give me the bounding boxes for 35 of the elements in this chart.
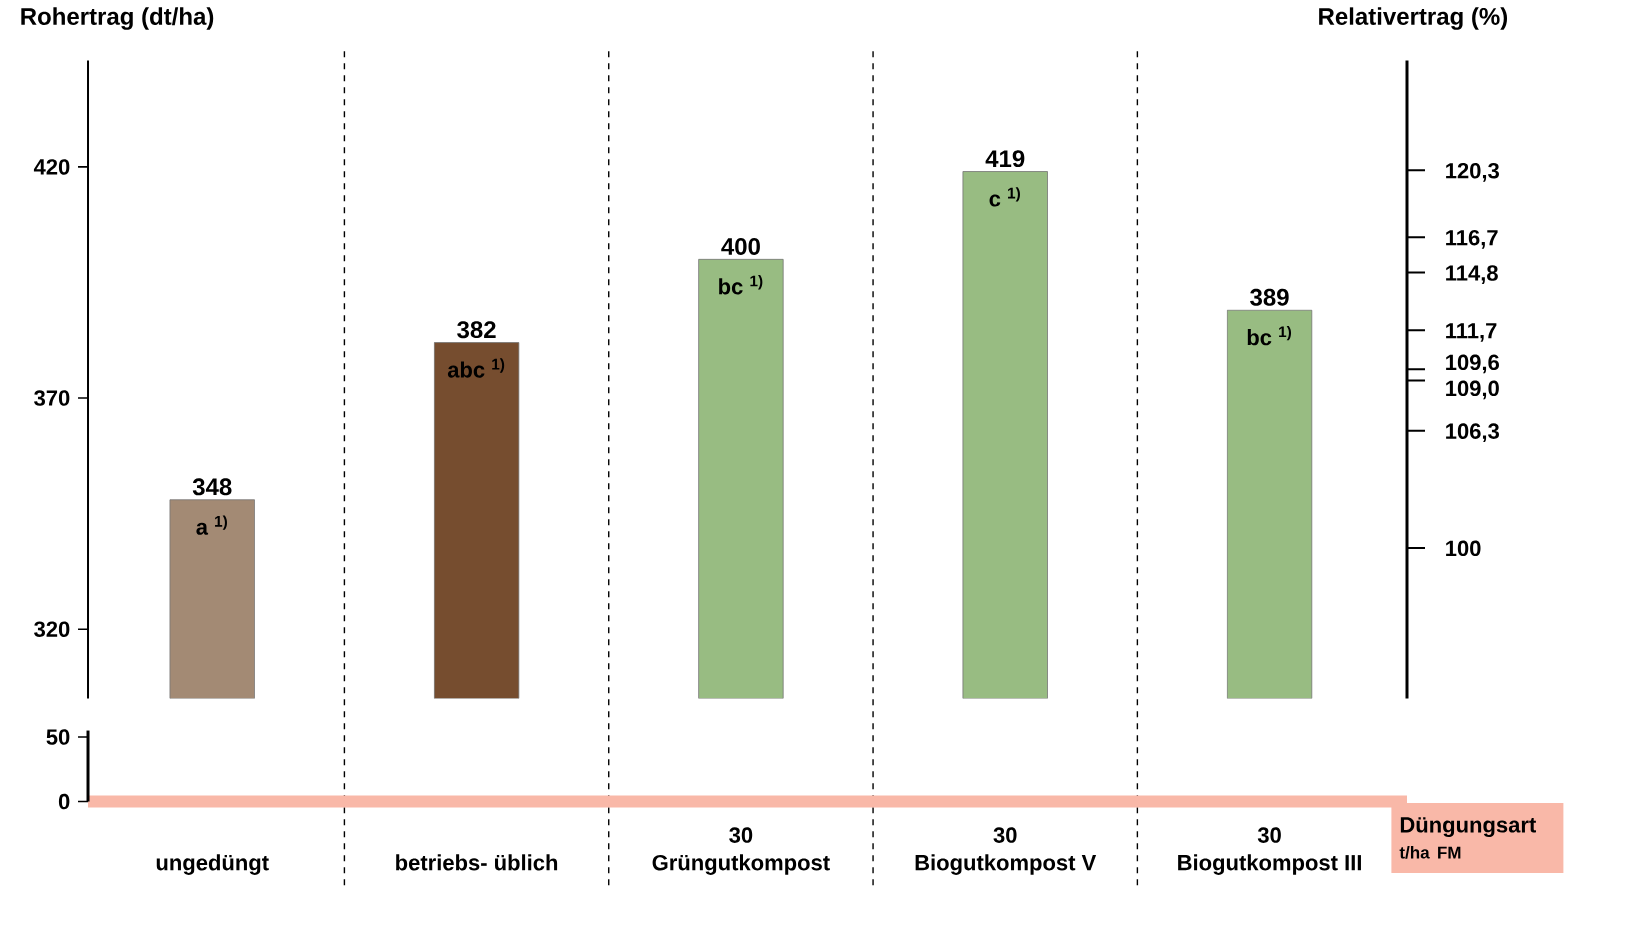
data-label: 389 bbox=[1250, 289, 1289, 307]
x-tick-label: 30 bbox=[729, 827, 753, 844]
y2-tick-label: 114,8 bbox=[1446, 265, 1498, 285]
x-tick-label: Biogutkompost V bbox=[915, 854, 1097, 876]
y-tick-label: 320 bbox=[34, 621, 70, 638]
y2-tick-label: 116,7 bbox=[1446, 230, 1498, 249]
annotation: c $^{1)}$ bbox=[989, 187, 1020, 207]
x-tick-label: Grüngutkompost bbox=[652, 854, 830, 876]
y2-tick-label: 109,6 bbox=[1446, 354, 1499, 374]
x-tick-label: 30 bbox=[993, 827, 1017, 844]
y-tick-label: 370 bbox=[34, 390, 70, 407]
data-label: 419 bbox=[985, 150, 1025, 168]
y-tick-label: 0 bbox=[58, 794, 70, 810]
annotation: bc $^{1)}$ bbox=[719, 275, 763, 295]
annotation: abc $^{1)}$ bbox=[447, 358, 505, 378]
y2-tick-label: 120,3 bbox=[1446, 163, 1499, 182]
x-axis-title: Düngungsart bbox=[1400, 817, 1537, 838]
y2-axis-title: Relativertrag (%) bbox=[1319, 7, 1508, 31]
x-tick-label: Biogutkompost III bbox=[1178, 854, 1361, 876]
x-tick-label: ungedüngt bbox=[156, 854, 269, 876]
annotation: bc $^{1)}$ bbox=[1247, 326, 1292, 346]
y-axis-title: Rohertrag (dt/ha) bbox=[21, 7, 214, 31]
y2-tick-label: 106,3 bbox=[1446, 423, 1499, 443]
y-tick-label: 420 bbox=[33, 159, 70, 175]
text: t/ha FM bbox=[1399, 846, 1461, 859]
annotation: a $^{1)}$ bbox=[196, 515, 227, 536]
y2-tick-label: 111,7 bbox=[1446, 323, 1497, 342]
y2-tick-label: 100 bbox=[1446, 540, 1481, 557]
data-label: 400 bbox=[721, 238, 760, 256]
data-label: 382 bbox=[457, 321, 496, 339]
y-tick-label: 50 bbox=[46, 729, 70, 746]
x-tick-label: betriebs- üblich bbox=[396, 854, 558, 871]
x-tick-label: 30 bbox=[1257, 827, 1281, 844]
data-label: 348 bbox=[192, 478, 232, 496]
y2-tick-label: 109,0 bbox=[1446, 380, 1499, 400]
